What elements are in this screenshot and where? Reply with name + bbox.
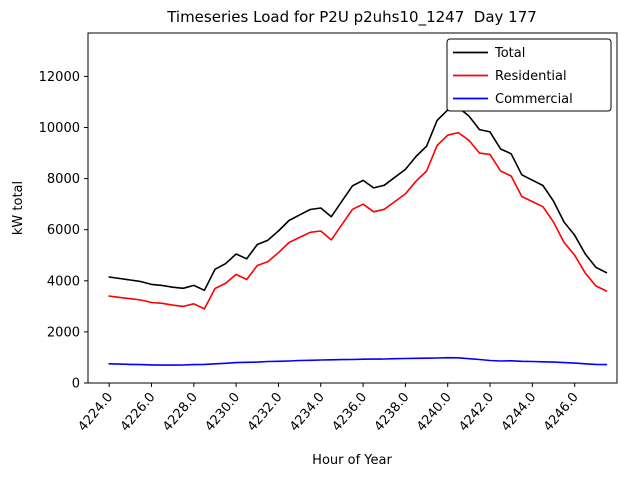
x-tick-label: 4240.0: [414, 390, 455, 434]
x-tick-label: 4234.0: [287, 390, 328, 434]
series-line-total: [108, 106, 608, 292]
x-tick-label: 4228.0: [160, 390, 201, 434]
series-line-commercial: [108, 356, 608, 366]
chart-title: Timeseries Load for P2U p2uhs10_1247 Day…: [166, 8, 537, 27]
y-tick-label: 12000: [39, 70, 80, 85]
chart-legend: Total Residential Commercial: [446, 38, 612, 112]
series-line-residential: [108, 131, 608, 310]
plot-area-border: [87, 32, 618, 384]
y-tick-label: 0: [72, 377, 80, 392]
y-tick-label: 2000: [47, 325, 80, 340]
x-tick-label: 4224.0: [75, 390, 116, 434]
x-tick-label: 4244.0: [499, 390, 540, 434]
y-tick-label: 10000: [39, 121, 80, 136]
x-tick-label: 4226.0: [118, 390, 159, 434]
y-axis-label: kW total: [11, 181, 26, 235]
x-tick-label: 4236.0: [329, 390, 370, 434]
x-tick-label: 4242.0: [456, 390, 497, 434]
x-tick-label: 4230.0: [202, 390, 243, 434]
legend-label-commercial: Commercial: [495, 92, 573, 107]
x-tick-label: 4238.0: [372, 390, 413, 434]
legend-label-residential: Residential: [495, 69, 567, 84]
legend-label-total: Total: [494, 46, 525, 61]
y-tick-label: 8000: [47, 172, 80, 187]
y-tick-label: 4000: [47, 274, 80, 289]
x-tick-label: 4246.0: [541, 390, 582, 434]
y-tick-label: 6000: [47, 223, 80, 238]
x-tick-label: 4232.0: [245, 390, 286, 434]
x-axis-label: Hour of Year: [312, 453, 392, 468]
legend-box: [446, 38, 612, 112]
